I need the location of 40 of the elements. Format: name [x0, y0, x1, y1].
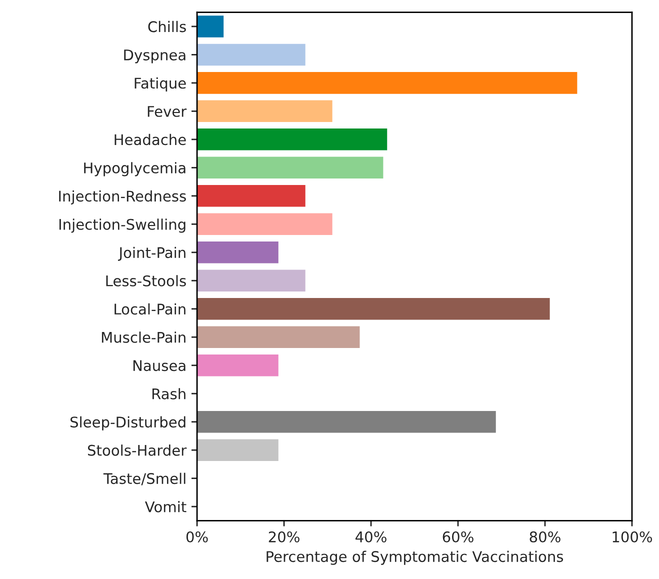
y-tick-label: Injection-Swelling: [59, 218, 186, 233]
x-tick-label: 100%: [612, 531, 652, 542]
bar: [197, 297, 551, 321]
y-tick-label: Chills: [148, 20, 186, 32]
y-tick-label: Sleep-Disturbed: [70, 416, 186, 430]
y-tick-label: Hypoglycemia: [84, 162, 186, 176]
y-tick-label: Taste/Smell: [103, 472, 186, 486]
bar: [197, 325, 361, 349]
y-tick-label: Dyspnea: [124, 50, 186, 64]
bar: [197, 128, 388, 152]
x-tick-label: 0%: [186, 531, 208, 542]
bar: [197, 268, 306, 292]
bar: [197, 184, 306, 208]
y-tick-label: Less-Stools: [106, 275, 186, 286]
y-tick-label: Headache: [114, 134, 186, 146]
bar: [197, 99, 334, 123]
bar: [197, 42, 306, 66]
x-tick-label: 60%: [442, 531, 474, 542]
y-tick-label: Fatique: [134, 77, 186, 92]
x-tick-label: 20%: [268, 531, 300, 542]
y-tick-label: Muscle-Pain: [102, 332, 186, 343]
y-tick-label: Vomit: [144, 501, 186, 512]
x-axis-title: Percentage of Symptomatic Vaccinations: [266, 550, 564, 565]
y-tick-label: Joint-Pain: [118, 246, 186, 261]
bar: [197, 410, 497, 434]
y-tick-label: Stools-Harder: [88, 444, 187, 456]
y-tick-label: Injection-Redness: [59, 190, 186, 204]
bar: [197, 14, 224, 38]
y-tick-label: Fever: [148, 106, 187, 117]
y-tick-label: Rash: [152, 388, 186, 400]
y-tick-label: Local-Pain: [114, 303, 186, 315]
bar: [197, 156, 384, 180]
y-tick-label: Nausea: [133, 360, 186, 372]
bar: [197, 354, 280, 378]
bar: [197, 438, 280, 462]
x-tick-label: 40%: [356, 531, 386, 542]
bar: [197, 212, 334, 236]
x-tick-label: 80%: [530, 531, 560, 542]
bar: [197, 71, 578, 95]
bar: [197, 240, 280, 264]
